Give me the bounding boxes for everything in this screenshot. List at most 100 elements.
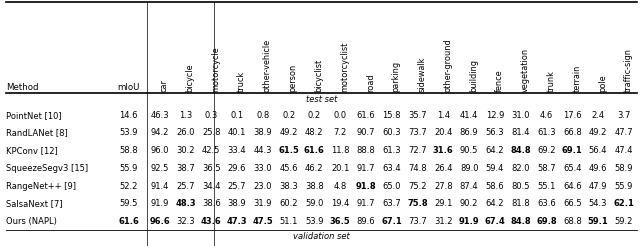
- Text: 0.2: 0.2: [282, 111, 295, 120]
- Text: 63.7: 63.7: [382, 199, 401, 208]
- Text: 32.3: 32.3: [176, 217, 195, 226]
- Text: 25.7: 25.7: [228, 182, 246, 191]
- Text: 12.9: 12.9: [486, 111, 504, 120]
- Text: 36.5: 36.5: [330, 217, 351, 226]
- Text: 59.1: 59.1: [588, 217, 609, 226]
- Text: 69.1: 69.1: [562, 146, 582, 155]
- Text: 0.8: 0.8: [256, 111, 269, 120]
- Text: 58.7: 58.7: [537, 164, 556, 173]
- Text: 1.4: 1.4: [436, 111, 450, 120]
- Text: 69.8: 69.8: [536, 217, 557, 226]
- Text: 88.8: 88.8: [356, 146, 375, 155]
- Text: car: car: [159, 79, 168, 92]
- Text: 84.8: 84.8: [511, 217, 531, 226]
- Text: 73.7: 73.7: [408, 128, 427, 138]
- Text: 47.9: 47.9: [589, 182, 607, 191]
- Text: 58.6: 58.6: [486, 182, 504, 191]
- Text: 15.8: 15.8: [383, 111, 401, 120]
- Text: 33.4: 33.4: [228, 146, 246, 155]
- Text: 90.7: 90.7: [356, 128, 375, 138]
- Text: 27.8: 27.8: [434, 182, 452, 191]
- Text: 74.8: 74.8: [408, 164, 427, 173]
- Text: 0.0: 0.0: [333, 111, 347, 120]
- Text: KPConv [12]: KPConv [12]: [6, 146, 58, 155]
- Text: 81.8: 81.8: [511, 199, 530, 208]
- Text: trunk: trunk: [547, 70, 556, 92]
- Text: 56.3: 56.3: [486, 128, 504, 138]
- Text: 19.4: 19.4: [331, 199, 349, 208]
- Text: 60.2: 60.2: [279, 199, 298, 208]
- Text: 75.8: 75.8: [407, 199, 428, 208]
- Text: 64.6: 64.6: [563, 182, 582, 191]
- Text: 52.2: 52.2: [119, 182, 138, 191]
- Text: 59.0: 59.0: [305, 199, 324, 208]
- Text: bicycle: bicycle: [186, 64, 195, 92]
- Text: 31.6: 31.6: [433, 146, 454, 155]
- Text: 23.0: 23.0: [253, 182, 272, 191]
- Text: 4.6: 4.6: [540, 111, 553, 120]
- Text: SqueezeSegv3 [15]: SqueezeSegv3 [15]: [6, 164, 88, 173]
- Text: 46.3: 46.3: [150, 111, 169, 120]
- Text: 49.6: 49.6: [589, 164, 607, 173]
- Text: 84.8: 84.8: [511, 146, 531, 155]
- Text: 91.7: 91.7: [356, 199, 375, 208]
- Text: 56.4: 56.4: [589, 146, 607, 155]
- Text: 61.6: 61.6: [118, 217, 139, 226]
- Text: 25.8: 25.8: [202, 128, 220, 138]
- Text: 96.6: 96.6: [149, 217, 170, 226]
- Text: other-ground: other-ground: [444, 38, 452, 92]
- Text: 94.2: 94.2: [150, 128, 169, 138]
- Text: 26.4: 26.4: [434, 164, 452, 173]
- Text: 40.1: 40.1: [228, 128, 246, 138]
- Text: 31.0: 31.0: [511, 111, 530, 120]
- Text: 54.3: 54.3: [589, 199, 607, 208]
- Text: 62.1: 62.1: [614, 199, 634, 208]
- Text: 75.2: 75.2: [408, 182, 427, 191]
- Text: 38.9: 38.9: [253, 128, 272, 138]
- Text: 64.2: 64.2: [486, 146, 504, 155]
- Text: 3.7: 3.7: [617, 111, 630, 120]
- Text: 61.3: 61.3: [383, 146, 401, 155]
- Text: sidewalk: sidewalk: [417, 57, 426, 92]
- Text: 38.6: 38.6: [202, 199, 221, 208]
- Text: 87.4: 87.4: [460, 182, 479, 191]
- Text: 91.9: 91.9: [150, 199, 169, 208]
- Text: 31.2: 31.2: [434, 217, 452, 226]
- Text: 61.6: 61.6: [304, 146, 325, 155]
- Text: 48.2: 48.2: [305, 128, 324, 138]
- Text: 53.9: 53.9: [305, 217, 324, 226]
- Text: 48.3: 48.3: [175, 199, 196, 208]
- Text: 31.9: 31.9: [253, 199, 272, 208]
- Text: 34.4: 34.4: [202, 182, 220, 191]
- Text: 89.6: 89.6: [356, 217, 375, 226]
- Text: road: road: [366, 74, 375, 92]
- Text: 72.7: 72.7: [408, 146, 427, 155]
- Text: 0.1: 0.1: [230, 111, 244, 120]
- Text: traffic-sign: traffic-sign: [624, 48, 633, 92]
- Text: 44.3: 44.3: [253, 146, 272, 155]
- Text: 47.5: 47.5: [252, 217, 273, 226]
- Text: 66.5: 66.5: [563, 199, 582, 208]
- Text: test set: test set: [306, 95, 337, 104]
- Text: 29.6: 29.6: [228, 164, 246, 173]
- Text: 73.7: 73.7: [408, 217, 427, 226]
- Text: pole: pole: [598, 75, 607, 92]
- Text: 65.4: 65.4: [563, 164, 582, 173]
- Text: 91.7: 91.7: [356, 164, 375, 173]
- Text: truck: truck: [237, 71, 246, 92]
- Text: 59.2: 59.2: [614, 217, 633, 226]
- Text: 41.4: 41.4: [460, 111, 478, 120]
- Text: 89.0: 89.0: [460, 164, 478, 173]
- Text: 17.6: 17.6: [563, 111, 582, 120]
- Text: vegetation: vegetation: [521, 48, 530, 92]
- Text: 26.0: 26.0: [176, 128, 195, 138]
- Text: 91.8: 91.8: [356, 182, 376, 191]
- Text: 4.8: 4.8: [333, 182, 347, 191]
- Text: 65.0: 65.0: [383, 182, 401, 191]
- Text: 82.0: 82.0: [511, 164, 530, 173]
- Text: terrain: terrain: [572, 65, 581, 92]
- Text: 38.9: 38.9: [228, 199, 246, 208]
- Text: 47.4: 47.4: [614, 146, 633, 155]
- Text: 49.2: 49.2: [589, 128, 607, 138]
- Text: 63.4: 63.4: [383, 164, 401, 173]
